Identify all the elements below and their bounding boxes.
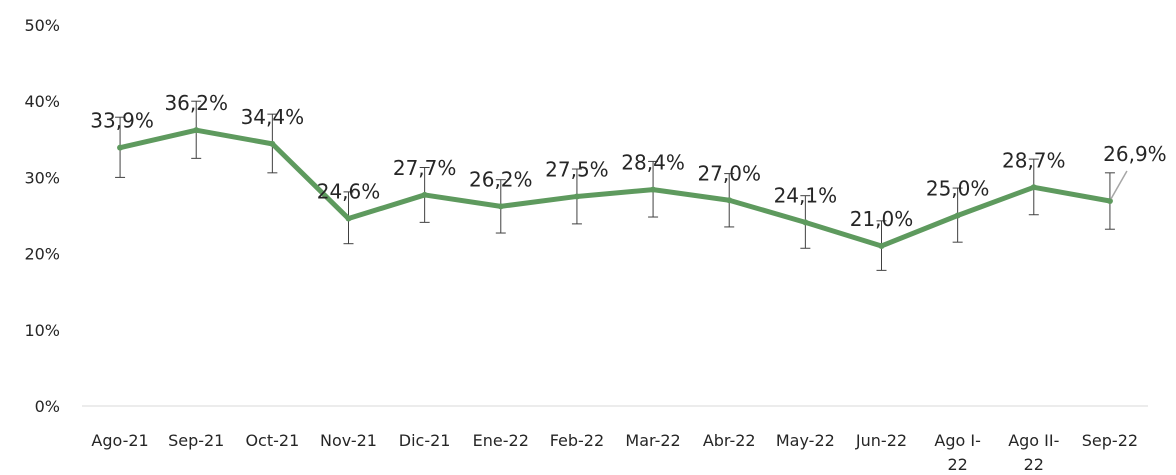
data-label: 34,4% (241, 105, 305, 129)
y-tick-label: 50% (24, 16, 60, 35)
data-label: 27,0% (697, 161, 761, 185)
data-point (1030, 184, 1037, 191)
y-tick-label: 40% (24, 92, 60, 111)
y-tick-label: 20% (24, 245, 60, 264)
data-label: 33,9% (90, 109, 154, 133)
y-tick-label: 30% (24, 168, 60, 187)
x-tick-label: Abr-22 (703, 431, 756, 450)
x-tick-label: Sep-21 (168, 431, 224, 450)
data-label: 27,7% (393, 156, 457, 180)
y-tick-label: 10% (24, 321, 60, 340)
data-point (954, 212, 961, 219)
data-label: 24,6% (317, 180, 381, 204)
data-point (726, 197, 733, 204)
x-tick-label: Ago II-22 (1008, 431, 1059, 474)
data-label: 26,2% (469, 167, 533, 191)
x-tick-label: Dic-21 (399, 431, 451, 450)
data-labels: 33,9% 36,2% 34,4% 24,6% 27,7% 26,2% 27,5% 28,4%… (90, 91, 1166, 231)
series-layer (117, 127, 1113, 249)
data-point (573, 193, 580, 200)
x-axis: Ago-21 Sep-21 Oct-21 Nov-21 Dic-21 Ene-22 Feb-… (91, 431, 1138, 474)
x-tick-label: Ene-22 (473, 431, 529, 450)
data-point (117, 144, 124, 151)
series-line (117, 127, 1113, 249)
data-point (1106, 198, 1113, 205)
x-tick-label: Mar-22 (625, 431, 680, 450)
x-tick-label: Oct-21 (245, 431, 299, 450)
leader-line (1110, 170, 1128, 200)
x-tick-label: Jun-22 (855, 431, 907, 450)
data-label: 28,4% (621, 151, 685, 175)
data-point (193, 127, 200, 134)
data-point (650, 186, 657, 193)
data-point (497, 203, 504, 210)
data-label: 36,2% (164, 91, 228, 115)
y-tick-label: 0% (35, 397, 60, 416)
x-tick-label: Feb-22 (550, 431, 604, 450)
data-point (802, 219, 809, 226)
x-tick-label: Ago I-22 (934, 431, 980, 474)
x-tick-label: Nov-21 (320, 431, 377, 450)
x-tick-label: Sep-22 (1082, 431, 1138, 450)
x-tick-label: Ago-21 (91, 431, 148, 450)
data-label: 25,0% (926, 177, 990, 201)
data-label: 27,5% (545, 157, 609, 181)
data-label: 28,7% (1002, 148, 1066, 172)
data-point (421, 191, 428, 198)
data-point (345, 215, 352, 222)
data-label: 21,0% (850, 207, 914, 231)
data-label: 26,9% (1103, 142, 1167, 166)
data-label: 24,1% (774, 183, 838, 207)
data-point (269, 140, 276, 147)
y-axis: 0% 10% 20% 30% 40% 50% (24, 16, 60, 416)
x-tick-label: May-22 (776, 431, 835, 450)
data-point (878, 242, 885, 249)
